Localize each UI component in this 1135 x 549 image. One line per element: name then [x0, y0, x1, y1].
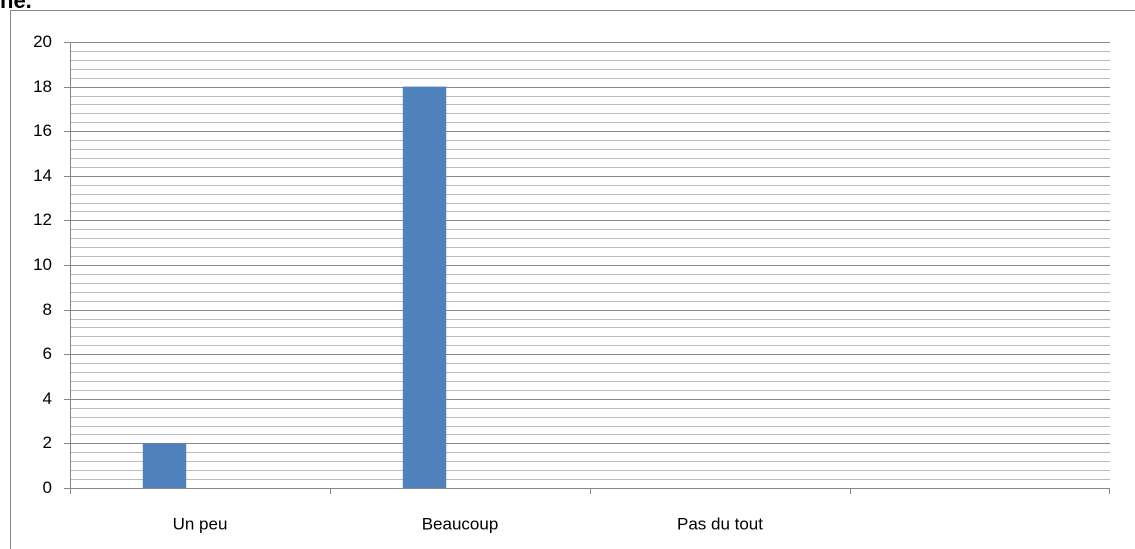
y-tick-label: 8: [43, 300, 52, 319]
heading-fragment: ne.: [0, 0, 32, 13]
bar: [402, 86, 447, 488]
y-tick-label: 6: [43, 344, 52, 363]
y-tick-label: 4: [43, 389, 52, 408]
y-tick-label: 12: [33, 210, 52, 229]
y-tick-label: 20: [33, 32, 52, 51]
y-tick-label: 14: [33, 166, 52, 185]
y-tick-label: 18: [33, 77, 52, 96]
y-tick-label: 10: [33, 255, 52, 274]
y-tick-label: 0: [43, 478, 52, 497]
bar: [142, 443, 187, 488]
y-tick-label: 16: [33, 121, 52, 140]
x-tick-label: Pas du tout: [677, 514, 763, 533]
y-tick-label: 2: [43, 433, 52, 452]
x-tick-label: Un peu: [173, 514, 228, 533]
x-tick-label: Beaucoup: [422, 514, 499, 533]
